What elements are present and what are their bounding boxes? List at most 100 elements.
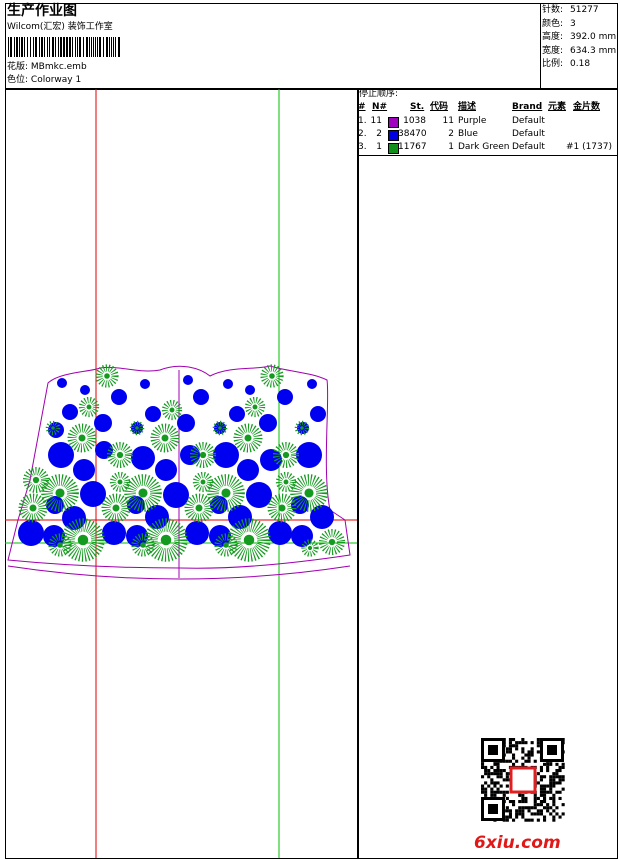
qr-cell [530, 806, 534, 810]
qr-cell [508, 738, 512, 742]
bar-stripe [10, 37, 12, 57]
qr-cell [536, 781, 540, 785]
green-motif [131, 533, 155, 557]
studio: Wilcom(汇宏) 装饰工作室 [7, 22, 113, 32]
title: 生产作业图 [7, 3, 77, 19]
qr-cell [521, 815, 525, 819]
qr-cell [533, 806, 537, 810]
green-motif-core [244, 434, 252, 442]
color-swatch [388, 143, 399, 154]
qr-cell [484, 793, 488, 797]
qr-cell [552, 803, 556, 807]
blue-dot [57, 378, 67, 388]
qr-cell [546, 803, 550, 807]
green-motif-core [221, 488, 231, 498]
qr-cell [555, 806, 559, 810]
description: Blue [458, 129, 478, 139]
bar-stripe [55, 37, 56, 57]
bar-stripe [115, 37, 116, 57]
bar-stripe [86, 37, 88, 57]
qr-cell [527, 750, 531, 754]
column-header: 元素 [548, 102, 567, 112]
info-value: 0.18 [570, 59, 591, 69]
outline [7, 565, 351, 580]
bar-stripe [109, 37, 110, 57]
qr-cell [490, 772, 494, 776]
qr-cell [524, 796, 528, 800]
green-motif [161, 399, 183, 421]
green-motif-core [169, 407, 175, 413]
blue-dot [210, 496, 228, 514]
qr-cell [543, 762, 547, 766]
qr-cell [515, 812, 519, 816]
qr-cell [493, 790, 497, 794]
qr-cell [502, 769, 506, 773]
qr-cell [499, 769, 503, 773]
green-motif [212, 420, 228, 436]
qr-cell [546, 809, 550, 813]
green-motif-core [116, 451, 124, 459]
qr-cell [505, 759, 509, 763]
qr-stamp [509, 766, 537, 794]
color-swatch [388, 130, 399, 141]
qr-cell [539, 769, 543, 773]
qr-cell [543, 800, 547, 804]
qr-cell [493, 769, 497, 773]
qr-cell [558, 796, 562, 800]
qr-cell [546, 806, 550, 810]
qr-cell [499, 775, 503, 779]
bar-stripe [41, 37, 43, 57]
qr-cell [555, 762, 559, 766]
qr-cell [496, 775, 500, 779]
bar-stripe [8, 37, 9, 57]
blue-dot [310, 406, 326, 422]
qr-cell [558, 815, 562, 819]
bar-stripe [91, 37, 92, 57]
qr-cell [558, 778, 562, 782]
qr-cell [549, 812, 553, 816]
bar-stripe [89, 37, 90, 57]
qr-cell [536, 809, 540, 813]
qr-cell [539, 809, 543, 813]
qr-cell [536, 812, 540, 816]
blue-dot [183, 375, 193, 385]
green-motif-core [328, 538, 336, 546]
green-motif-core [57, 542, 63, 548]
qr-cell [555, 775, 559, 779]
qr-cell [512, 803, 516, 807]
qr-cell [508, 800, 512, 804]
stitches: 1038 [403, 116, 426, 126]
qr-cell [533, 759, 537, 763]
qr-cell [546, 762, 550, 766]
green-motif [61, 518, 105, 562]
qr-cell [552, 809, 556, 813]
qr-cell [536, 818, 540, 822]
qr-cell [561, 803, 565, 807]
qr-cell [515, 759, 519, 763]
code: 1 [448, 142, 454, 152]
column-header: Brand [512, 102, 543, 112]
qr-cell [549, 790, 553, 794]
qr-cell [533, 800, 537, 804]
green-motif [275, 471, 297, 493]
needle: 1 [376, 142, 382, 152]
qr-cell [549, 778, 553, 782]
qr-cell [521, 800, 525, 804]
qr-cell [543, 790, 547, 794]
green-motif-core [78, 434, 86, 442]
qr-cell [512, 800, 516, 804]
qr-cell [533, 796, 537, 800]
green-motif-core [269, 373, 275, 379]
qr-cell [496, 790, 500, 794]
row-number: 1. [358, 116, 367, 126]
qr-cell [527, 818, 531, 822]
qr-cell [499, 772, 503, 776]
blue-dot [126, 525, 148, 547]
blue-dot [268, 521, 292, 545]
info-label: 针数: [542, 5, 564, 15]
qr-cell [496, 787, 500, 791]
qr-cell [490, 778, 494, 782]
blue-dot [80, 385, 90, 395]
green-motif-core [304, 488, 314, 498]
qr-cell [484, 781, 488, 785]
